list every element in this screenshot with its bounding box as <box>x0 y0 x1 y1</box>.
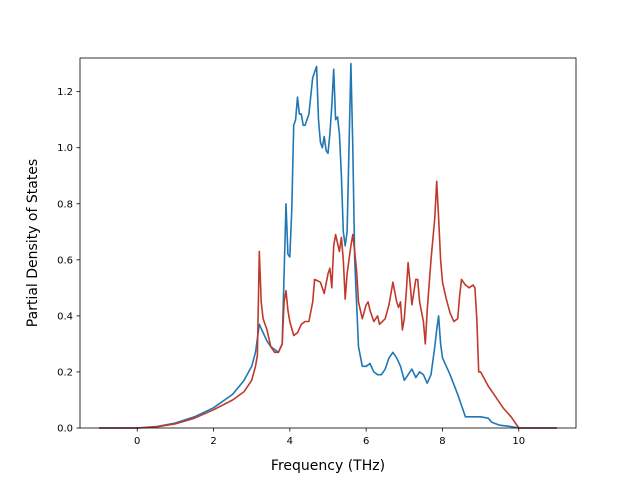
plot-area <box>79 57 577 429</box>
series-line-2 <box>99 180 557 429</box>
axes-frame <box>79 57 577 429</box>
x-axis-ticks: 0 2 4 6 8 10 <box>134 428 525 447</box>
x-tick-label: 10 <box>512 436 525 447</box>
y-tick-label: 0.4 <box>57 311 73 322</box>
y-tick-label: 0.2 <box>57 367 73 378</box>
y-axis-ticks: 0.0 0.2 0.4 0.6 0.8 1.0 1.2 <box>57 87 80 435</box>
y-tick-label: 0.6 <box>57 255 73 266</box>
series-layer <box>99 62 557 429</box>
y-axis-label: Partial Density of States <box>25 159 41 327</box>
x-tick-label: 0 <box>134 436 140 447</box>
y-tick-label: 0.8 <box>57 199 73 210</box>
y-tick-label: 1.2 <box>57 87 73 98</box>
series-line-1 <box>99 62 557 429</box>
y-tick-label: 0.0 <box>57 424 73 435</box>
x-tick-label: 6 <box>363 436 369 447</box>
y-tick-label: 1.0 <box>57 143 73 154</box>
x-tick-label: 4 <box>287 436 293 447</box>
x-tick-label: 8 <box>439 436 445 447</box>
x-axis-label: Frequency (THz) <box>271 458 385 474</box>
x-tick-label: 2 <box>210 436 216 447</box>
